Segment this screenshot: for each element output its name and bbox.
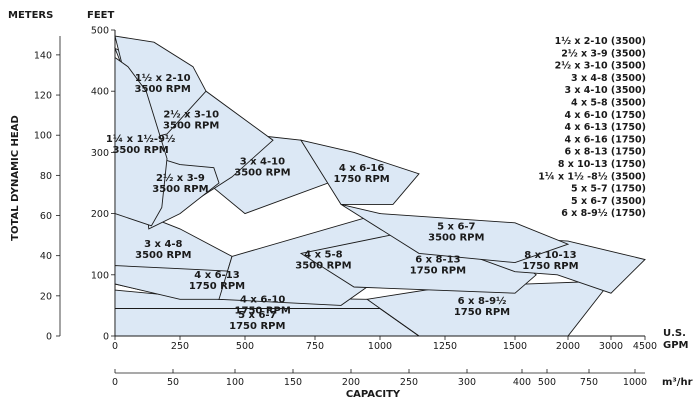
region-label: 5 x 6-7 [437,222,475,233]
region-label: 3500 RPM [135,250,191,261]
legend-item: 1½ x 2-10 (3500) [555,36,646,47]
region-label: 1½ x 2-10 [135,73,191,84]
m3-tick-label: 500 [538,377,556,388]
gpm-tick-label: 250 [171,341,189,352]
feet-tick-label: 500 [91,26,109,37]
feet-tick-label: 100 [91,270,109,281]
m3-tick-label: 200 [342,377,360,388]
m3-tick-label: 300 [458,377,476,388]
m3-unit: m³/hr [662,377,693,388]
legend-item: 2½ x 3-9 (3500) [561,48,646,59]
meter-tick-label: 100 [34,131,52,142]
m3-tick-label: 750 [580,377,598,388]
region-label: 3500 RPM [295,260,351,271]
region-label: 1750 RPM [189,281,245,292]
region-label: 3500 RPM [135,84,191,95]
region-label: 4 x 5-8 [304,249,342,260]
meter-tick-label: 140 [34,50,52,61]
region-label: 6 x 8-9½ [458,296,507,307]
gpm-tick-label: 0 [112,341,118,352]
legend-item: 5 x 5-7 (1750) [571,184,646,195]
gpm-unit-us: U.S. [663,328,686,339]
gpm-tick-label: 4500 [633,341,657,352]
m3-tick-label: 400 [513,377,531,388]
meter-tick-label: 120 [34,91,52,102]
m3-tick-label: 250 [400,377,418,388]
region-label: 4 x 6-13 [194,270,239,281]
region-label: 3 x 4-8 [144,239,182,250]
m3-tick-label: 50 [167,377,179,388]
region-label: 1750 RPM [235,305,291,316]
legend-item: 6 x 8-13 (1750) [564,147,646,158]
legend: 1½ x 2-10 (3500)2½ x 3-9 (3500) 2½ x 3-10… [538,36,646,219]
feet-tick-label: 300 [91,148,109,159]
gpm-unit-gpm: GPM [663,340,689,351]
legend-item: 4 x 6-13 (1750) [564,122,646,133]
meters-axis-title: METERS [8,10,53,21]
m3-tick-label: 1000 [623,377,647,388]
meter-tick-label: 40 [40,251,52,262]
region-1quarter-x1half-9half-3500 [114,56,168,227]
gpm-tick-label: 1500 [503,341,527,352]
gpm-tick-label: 1000 [368,341,392,352]
region-label: 1750 RPM [454,307,510,318]
region-label: 1750 RPM [333,174,389,185]
region-label: 3500 RPM [152,184,208,195]
region-label: 1¼ x 1½-9½ [106,133,176,145]
region-label: 8 x 10-13 [524,250,576,261]
feet-tick-label: 200 [91,209,109,220]
legend-item: 2½ x 3-10 (3500) [555,61,646,72]
region-5x6-7-3500 [340,203,570,264]
legend-item: 3 x 4-10 (3500) [564,85,646,96]
feet-axis-title: FEET [87,10,114,21]
region-label: 3500 RPM [428,233,484,244]
legend-item: 1¼ x 1½ -8½ (3500) [538,171,646,182]
gpm-tick-label: 3000 [599,341,623,352]
region-label: 3500 RPM [112,145,168,156]
meter-tick-label: 80 [40,171,52,182]
region-label: 1750 RPM [410,266,466,277]
region-label: 1750 RPM [229,321,285,332]
region-label: 4 x 6-16 [339,163,384,174]
region-label: 5 x 6-7 [238,310,276,321]
legend-item: 4 x 6-10 (1750) [564,110,646,121]
region-label: 6 x 8-13 [415,255,460,266]
m3-tick-label: 0 [112,377,118,388]
feet-tick-label: 400 [91,87,109,98]
feet-tick-label: 0 [103,332,109,343]
region-label: 3500 RPM [234,167,290,178]
meter-tick-label: 20 [40,291,52,302]
meter-tick-label: 60 [40,211,52,222]
y-axis-title: TOTAL DYNAMIC HEAD [10,115,21,241]
gpm-tick-label: 1250 [433,341,457,352]
m3-tick-label: 100 [226,377,244,388]
region-label: 3500 RPM [163,120,219,131]
m3-tick-label: 150 [284,377,302,388]
gpm-tick-label: 500 [236,341,254,352]
region-label: 2½ x 3-10 [163,109,219,120]
meter-tick-label: 0 [46,332,52,343]
legend-item: 6 x 8-9½ (1750) [561,208,646,219]
region-label: 2½ x 3-9 [156,173,205,184]
region-4x6-16-1750 [300,139,420,205]
region-label: 4 x 6-10 [240,294,285,305]
legend-item: 3 x 4-8 (3500) [571,73,646,84]
region-label: 3 x 4-10 [240,156,285,167]
x-axis-title: CAPACITY [346,389,401,400]
legend-item: 4 x 5-8 (3500) [571,98,646,109]
legend-item: 8 x 10-13 (1750) [558,159,646,170]
gpm-tick-label: 750 [306,341,324,352]
region-label: 1750 RPM [522,261,578,272]
gpm-tick-label: 2000 [556,341,580,352]
legend-item: 4 x 6-16 (1750) [564,134,646,145]
legend-item: 5 x 6-7 (3500) [571,196,646,207]
